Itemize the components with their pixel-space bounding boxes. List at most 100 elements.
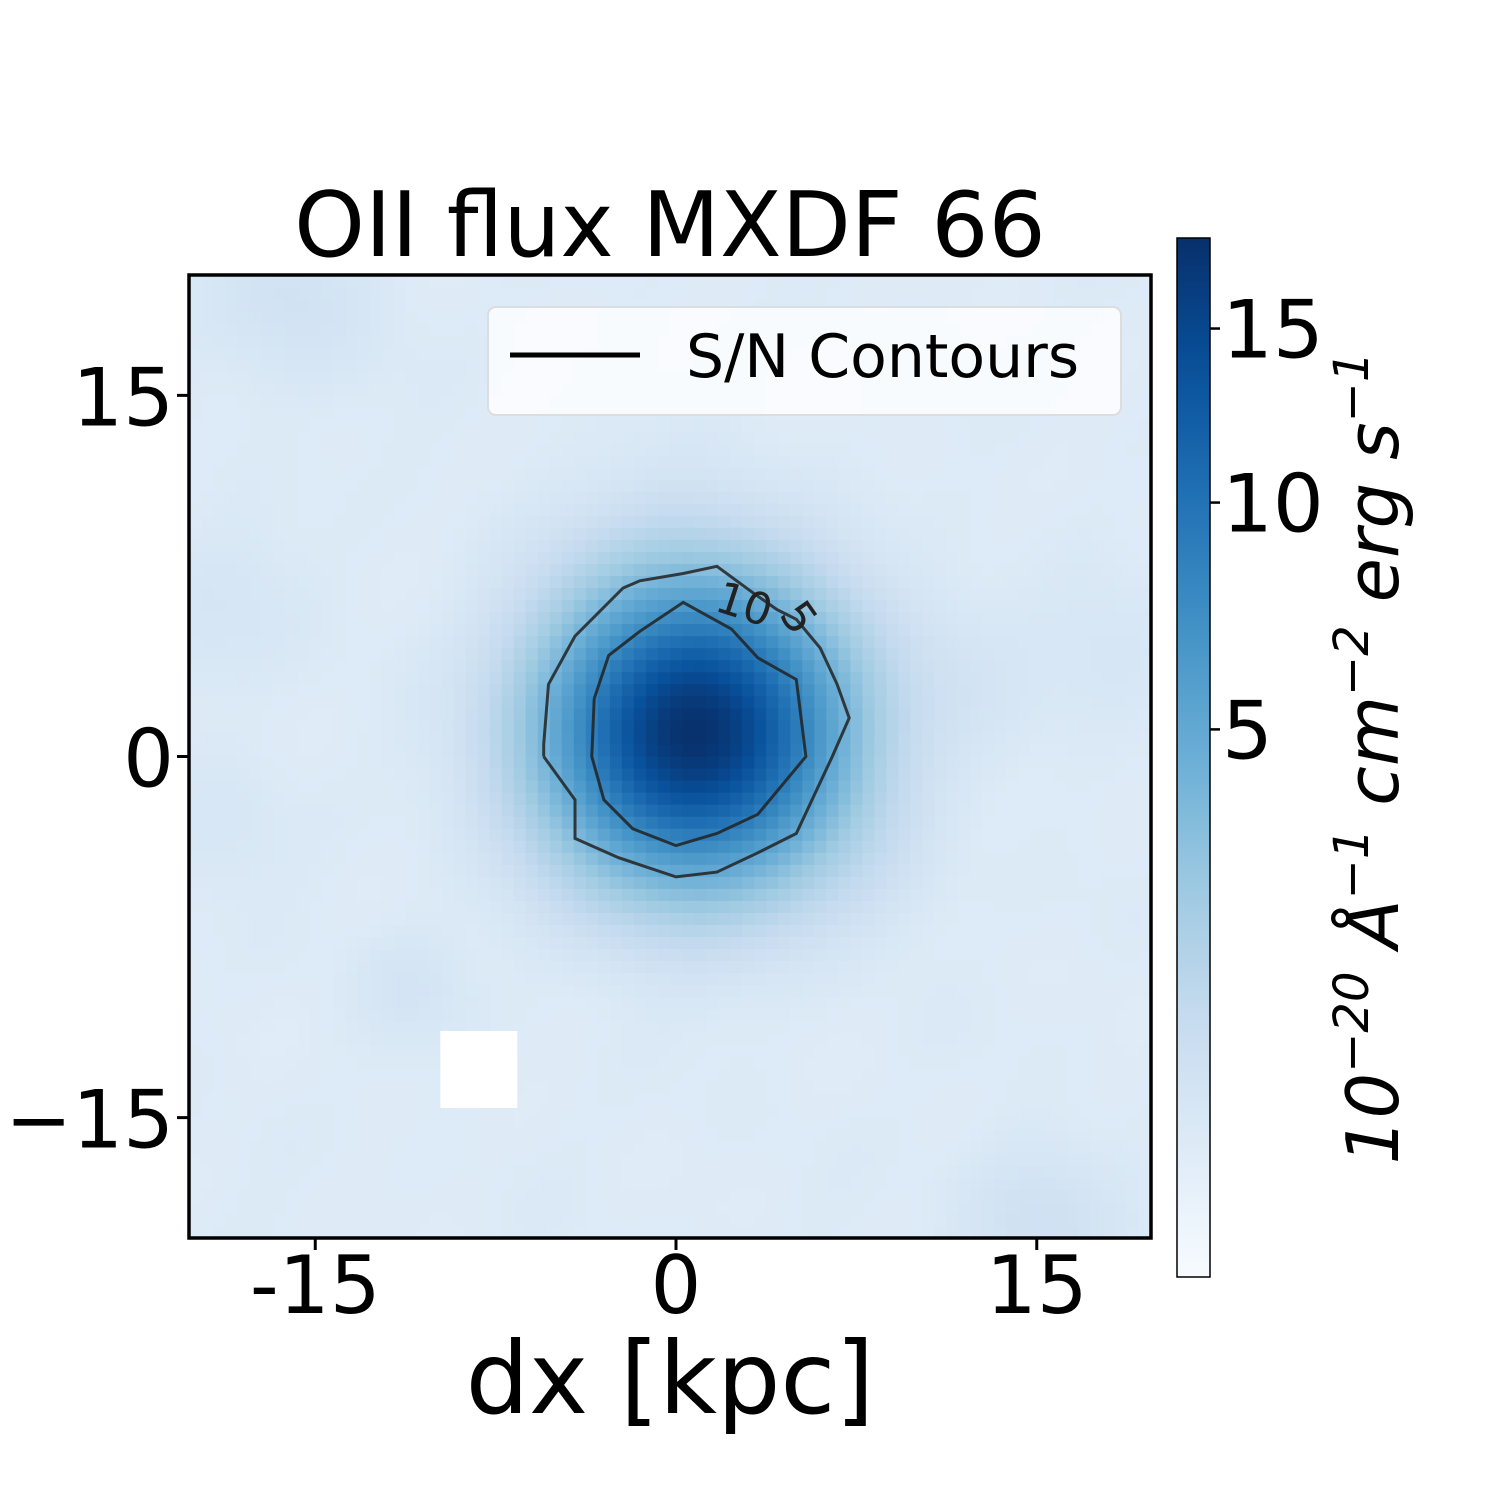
heatmap-cell: [345, 816, 358, 830]
heatmap-cell: [1090, 961, 1104, 974]
heatmap-cell: [465, 515, 479, 529]
heatmap-cell: [1030, 479, 1044, 493]
heatmap-cell: [718, 539, 731, 553]
heatmap-cell: [1114, 912, 1128, 926]
heatmap-cell: [1042, 491, 1056, 505]
heatmap-cell: [754, 997, 767, 1010]
heatmap-cell: [682, 876, 695, 890]
heatmap-cell: [742, 997, 755, 1010]
heatmap-cell: [429, 937, 443, 950]
heatmap-cell: [766, 876, 779, 890]
heatmap-cell: [1042, 804, 1056, 818]
heatmap-cell: [982, 900, 996, 914]
heatmap-cell: [1114, 479, 1128, 493]
heatmap-cell: [958, 768, 972, 782]
heatmap-cell: [261, 985, 274, 998]
heatmap-cell: [441, 792, 455, 806]
heatmap-cell: [645, 587, 659, 601]
heatmap-cell: [1018, 527, 1032, 541]
heatmap-cell: [657, 744, 671, 758]
heatmap-cell: [874, 864, 888, 878]
heatmap-cell: [525, 756, 539, 770]
heatmap-cell: [465, 407, 479, 421]
heatmap-cell: [922, 684, 936, 697]
heatmap-cell: [850, 696, 864, 709]
heatmap-cell: [874, 780, 888, 794]
heatmap-cell: [1054, 828, 1068, 842]
heatmap-cell: [525, 876, 539, 890]
heatmap-cell: [237, 311, 250, 324]
heatmap-cell: [1090, 587, 1104, 601]
heatmap-cell: [381, 359, 395, 372]
heatmap-cell: [261, 479, 274, 493]
heatmap-cell: [261, 768, 274, 782]
heatmap-cell: [886, 624, 900, 637]
heatmap-cell: [285, 395, 298, 409]
heatmap-cell: [922, 503, 936, 517]
heatmap-cell: [417, 335, 431, 348]
heatmap-cell: [333, 1009, 346, 1022]
heatmap-cell: [537, 780, 551, 794]
heatmap-cell: [742, 479, 755, 493]
heatmap-cell: [1006, 876, 1020, 890]
heatmap-cell: [189, 648, 202, 661]
heatmap-cell: [573, 467, 587, 481]
heatmap-cell: [1138, 660, 1151, 673]
heatmap-cell: [1030, 792, 1044, 806]
heatmap-cell: [345, 575, 358, 589]
heatmap-cell: [561, 515, 575, 529]
heatmap-cell: [730, 961, 743, 974]
heatmap-cell: [489, 780, 503, 794]
heatmap-cell: [585, 900, 599, 914]
heatmap-cell: [237, 1009, 250, 1022]
heatmap-cell: [1018, 840, 1032, 854]
heatmap-cell: [261, 503, 274, 517]
heatmap-cell: [561, 864, 575, 878]
heatmap-cell: [910, 624, 924, 637]
heatmap-cell: [1078, 720, 1092, 734]
heatmap-cell: [994, 515, 1008, 529]
heatmap-cell: [609, 1009, 623, 1022]
heatmap-cell: [1138, 491, 1151, 505]
heatmap-cell: [682, 419, 695, 433]
heatmap-cell: [922, 491, 936, 505]
heatmap-cell: [874, 515, 888, 529]
heatmap-cell: [1006, 961, 1020, 974]
heatmap-cell: [537, 455, 551, 469]
heatmap-cell: [1006, 744, 1020, 758]
heatmap-cell: [189, 287, 202, 300]
heatmap-cell: [826, 864, 839, 878]
heatmap-cell: [393, 997, 407, 1010]
heatmap-cell: [609, 744, 623, 758]
heatmap-cell: [802, 768, 815, 782]
heatmap-cell: [633, 708, 647, 721]
heatmap-cell: [1030, 900, 1044, 914]
heatmap-cell: [790, 660, 803, 673]
heatmap-cell: [946, 912, 960, 926]
heatmap-cell: [790, 275, 803, 288]
heatmap-cell: [453, 275, 467, 288]
heatmap-cell: [537, 479, 551, 493]
heatmap-cell: [405, 467, 419, 481]
heatmap-cell: [1102, 997, 1116, 1010]
heatmap-cell: [333, 575, 346, 589]
heatmap-cell: [814, 443, 827, 457]
heatmap-cell: [333, 527, 346, 541]
heatmap-cell: [970, 780, 984, 794]
heatmap-cell: [549, 961, 563, 974]
heatmap-cell: [1126, 455, 1140, 469]
heatmap-cell: [225, 744, 238, 758]
heatmap-cell: [249, 768, 262, 782]
heatmap-cell: [1054, 636, 1068, 649]
heatmap-cell: [1090, 840, 1104, 854]
heatmap-cell: [621, 587, 635, 601]
heatmap-cell: [237, 491, 250, 505]
heatmap-cell: [501, 756, 515, 770]
heatmap-cell: [838, 275, 851, 288]
heatmap-cell: [970, 539, 984, 553]
heatmap-cell: [730, 515, 743, 529]
heatmap-cell: [850, 912, 864, 926]
heatmap-cell: [802, 587, 815, 601]
heatmap-cell: [826, 1009, 839, 1022]
heatmap-cell: [273, 973, 286, 986]
